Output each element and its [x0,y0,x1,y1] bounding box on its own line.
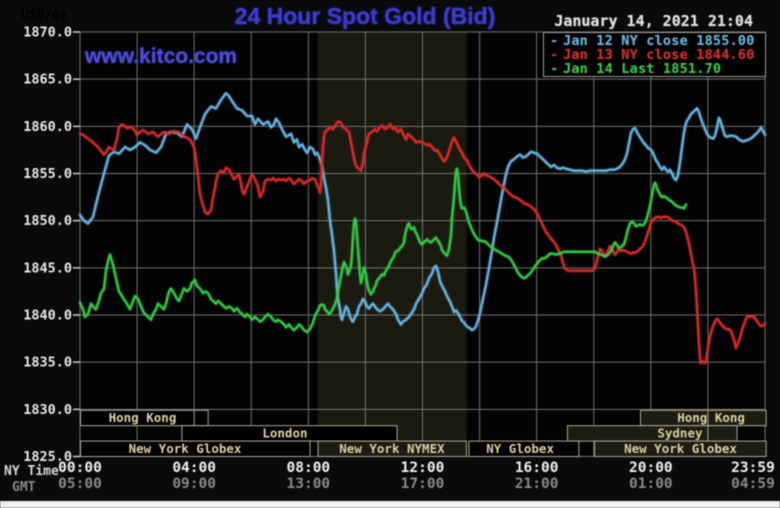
x-axis-gmt-label: 09:00 [172,476,216,492]
y-axis-tick-label: 1855.0 [23,166,72,182]
legend-dash-icon: - [550,33,559,49]
session-label-new-york-globex-late: New York Globex [624,441,737,456]
session-box-ny-globex [468,440,580,458]
legend-dash-icon: - [550,46,559,63]
y-axis-tick-label: 1835.0 [23,355,72,371]
price-line-blue [77,91,768,333]
session-box-sydney [566,425,738,442]
y-axis-tick-label: 1840.0 [23,308,72,324]
x-axis-gmt-label: 04:59 [731,476,775,492]
price-line-red [77,119,768,366]
y-axis: 1870.0 1865.0 1860.0 1855.0 1850.0 1845.0 1840… [23,25,80,465]
session-label-hong-kong-late: Hong Kong [677,410,745,425]
legend-entry-jan12: - Jan 12 NY close 1855.00 [550,33,765,49]
x-axis-gmt-label: GMT [12,480,36,495]
x-axis-ny-label: 04:00 [172,460,216,476]
x-axis-ny-label: 12:00 [401,460,445,476]
photo-border-bottom [0,501,780,508]
x-axis-ny-label: 16:00 [515,460,559,476]
session-box-new-york-globex-early [80,440,311,458]
y-axis-tick-label: 1850.0 [23,213,72,229]
x-axis-gmt-label: 05:00 [58,476,102,492]
x-axis-gmt-label: 01:00 [629,476,673,492]
x-axis-ny-label: 20:00 [629,460,673,476]
y-axis-tick-label: 1865.0 [23,72,72,88]
session-label-ny-globex: NY Globex [486,441,554,456]
y-axis-tick-label: 1845.0 [23,260,72,276]
session-label-new-york-nymex: New York NYMEX [339,441,445,456]
x-axis-gmt-label: 17:00 [401,476,445,492]
x-axis-ny-label: 08:00 [287,460,331,476]
x-axis-ny-label: 00:00 [58,460,102,476]
y-axis-tick-label: 1830.0 [23,402,72,418]
x-axis-ny-time-label: NY Time [4,464,59,479]
x-axis-gmt-label: 21:00 [515,476,559,492]
price-line-core [78,167,688,334]
session-box-new-york-globex-late [594,440,767,458]
y-axis-tick-label: 1870.0 [23,25,72,41]
legend-entry-jan13: - Jan 13 NY close 1844.60 [550,46,765,63]
legend-entry-label: Jan 14 Last 1851.70 [563,60,722,77]
chart-datetime: January 14, 2021 21:04 [554,12,753,30]
session-box-new-york-nymex [317,440,467,458]
price-line-core [78,120,767,365]
chart-title: 24 Hour Spot Gold (Bid) [234,3,496,29]
price-line-core [78,92,767,332]
session-label-hong-kong-early: Hong Kong [109,410,177,425]
legend-entry-label: Jan 13 NY close 1844.60 [563,46,755,63]
price-line-green [77,166,689,335]
y-axis-tick-label: 1825.0 [23,449,72,465]
kitco-watermark-link[interactable]: www.kitco.com [85,45,238,68]
legend-entry-jan14: - Jan 14 Last 1851.70 [550,60,765,77]
nymex-session-band [317,32,467,457]
session-label-sydney: Sydney [657,426,703,441]
legend-entry-label: Jan 12 NY close 1855.00 [563,33,755,49]
session-box-hong-kong-early [80,409,209,427]
chart-legend: - Jan 12 NY close 1855.00 - Jan 13 NY clos… [543,32,766,77]
legend-dash-icon: - [550,60,559,77]
x-axis-gmt-label: 13:00 [287,476,331,492]
x-axis-ny-label: 23:59 [731,460,775,476]
y-axis-tick-label: 1860.0 [23,119,72,135]
session-label-london: London [262,426,307,441]
y-axis-unit-label: USD/oz [21,8,68,23]
session-label-new-york-globex-early: New York Globex [129,441,242,456]
